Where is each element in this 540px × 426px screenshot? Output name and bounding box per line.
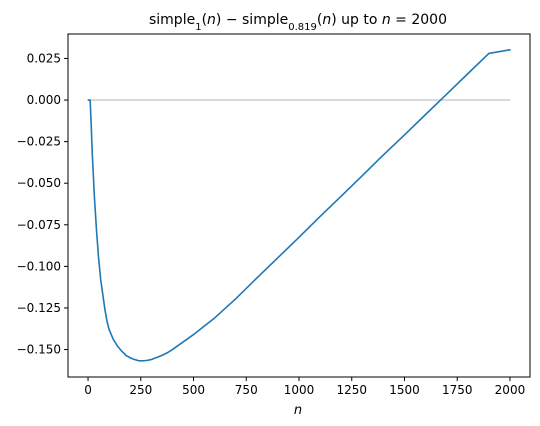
x-tick-label: 1250	[336, 383, 367, 397]
x-axis-ticks: 0 250 500 750 1000 1250 1500 1750 2000	[84, 377, 525, 397]
plot-lines	[87, 48, 511, 362]
y-axis-ticks: 0.025 0.000 −0.025 −0.050 −0.075 −0.100 −0.125…	[17, 51, 68, 357]
y-tick-label: −0.050	[17, 176, 61, 190]
x-tick-label: 1500	[389, 383, 420, 397]
y-tick-label: −0.075	[17, 218, 61, 232]
x-tick-label: 2000	[495, 383, 526, 397]
y-tick-label: −0.125	[17, 301, 61, 315]
x-tick-label: 1000	[284, 383, 315, 397]
y-tick-label: −0.025	[17, 135, 61, 149]
series-line-difference	[87, 48, 511, 362]
x-tick-label: 0	[84, 383, 92, 397]
y-tick-label: 0.025	[27, 51, 61, 65]
x-tick-label: 250	[129, 383, 152, 397]
plot-frame	[67, 33, 531, 378]
x-tick-label: 500	[182, 383, 205, 397]
x-tick-label: 1750	[442, 383, 473, 397]
y-tick-label: −0.100	[17, 259, 61, 273]
chart-title: simple1(n) − simple0.819(n) up to n = 20…	[149, 12, 447, 33]
y-tick-label: −0.150	[17, 343, 61, 357]
x-axis-label: n	[294, 403, 302, 418]
x-tick-label: 750	[235, 383, 258, 397]
y-tick-label: 0.000	[27, 93, 61, 107]
